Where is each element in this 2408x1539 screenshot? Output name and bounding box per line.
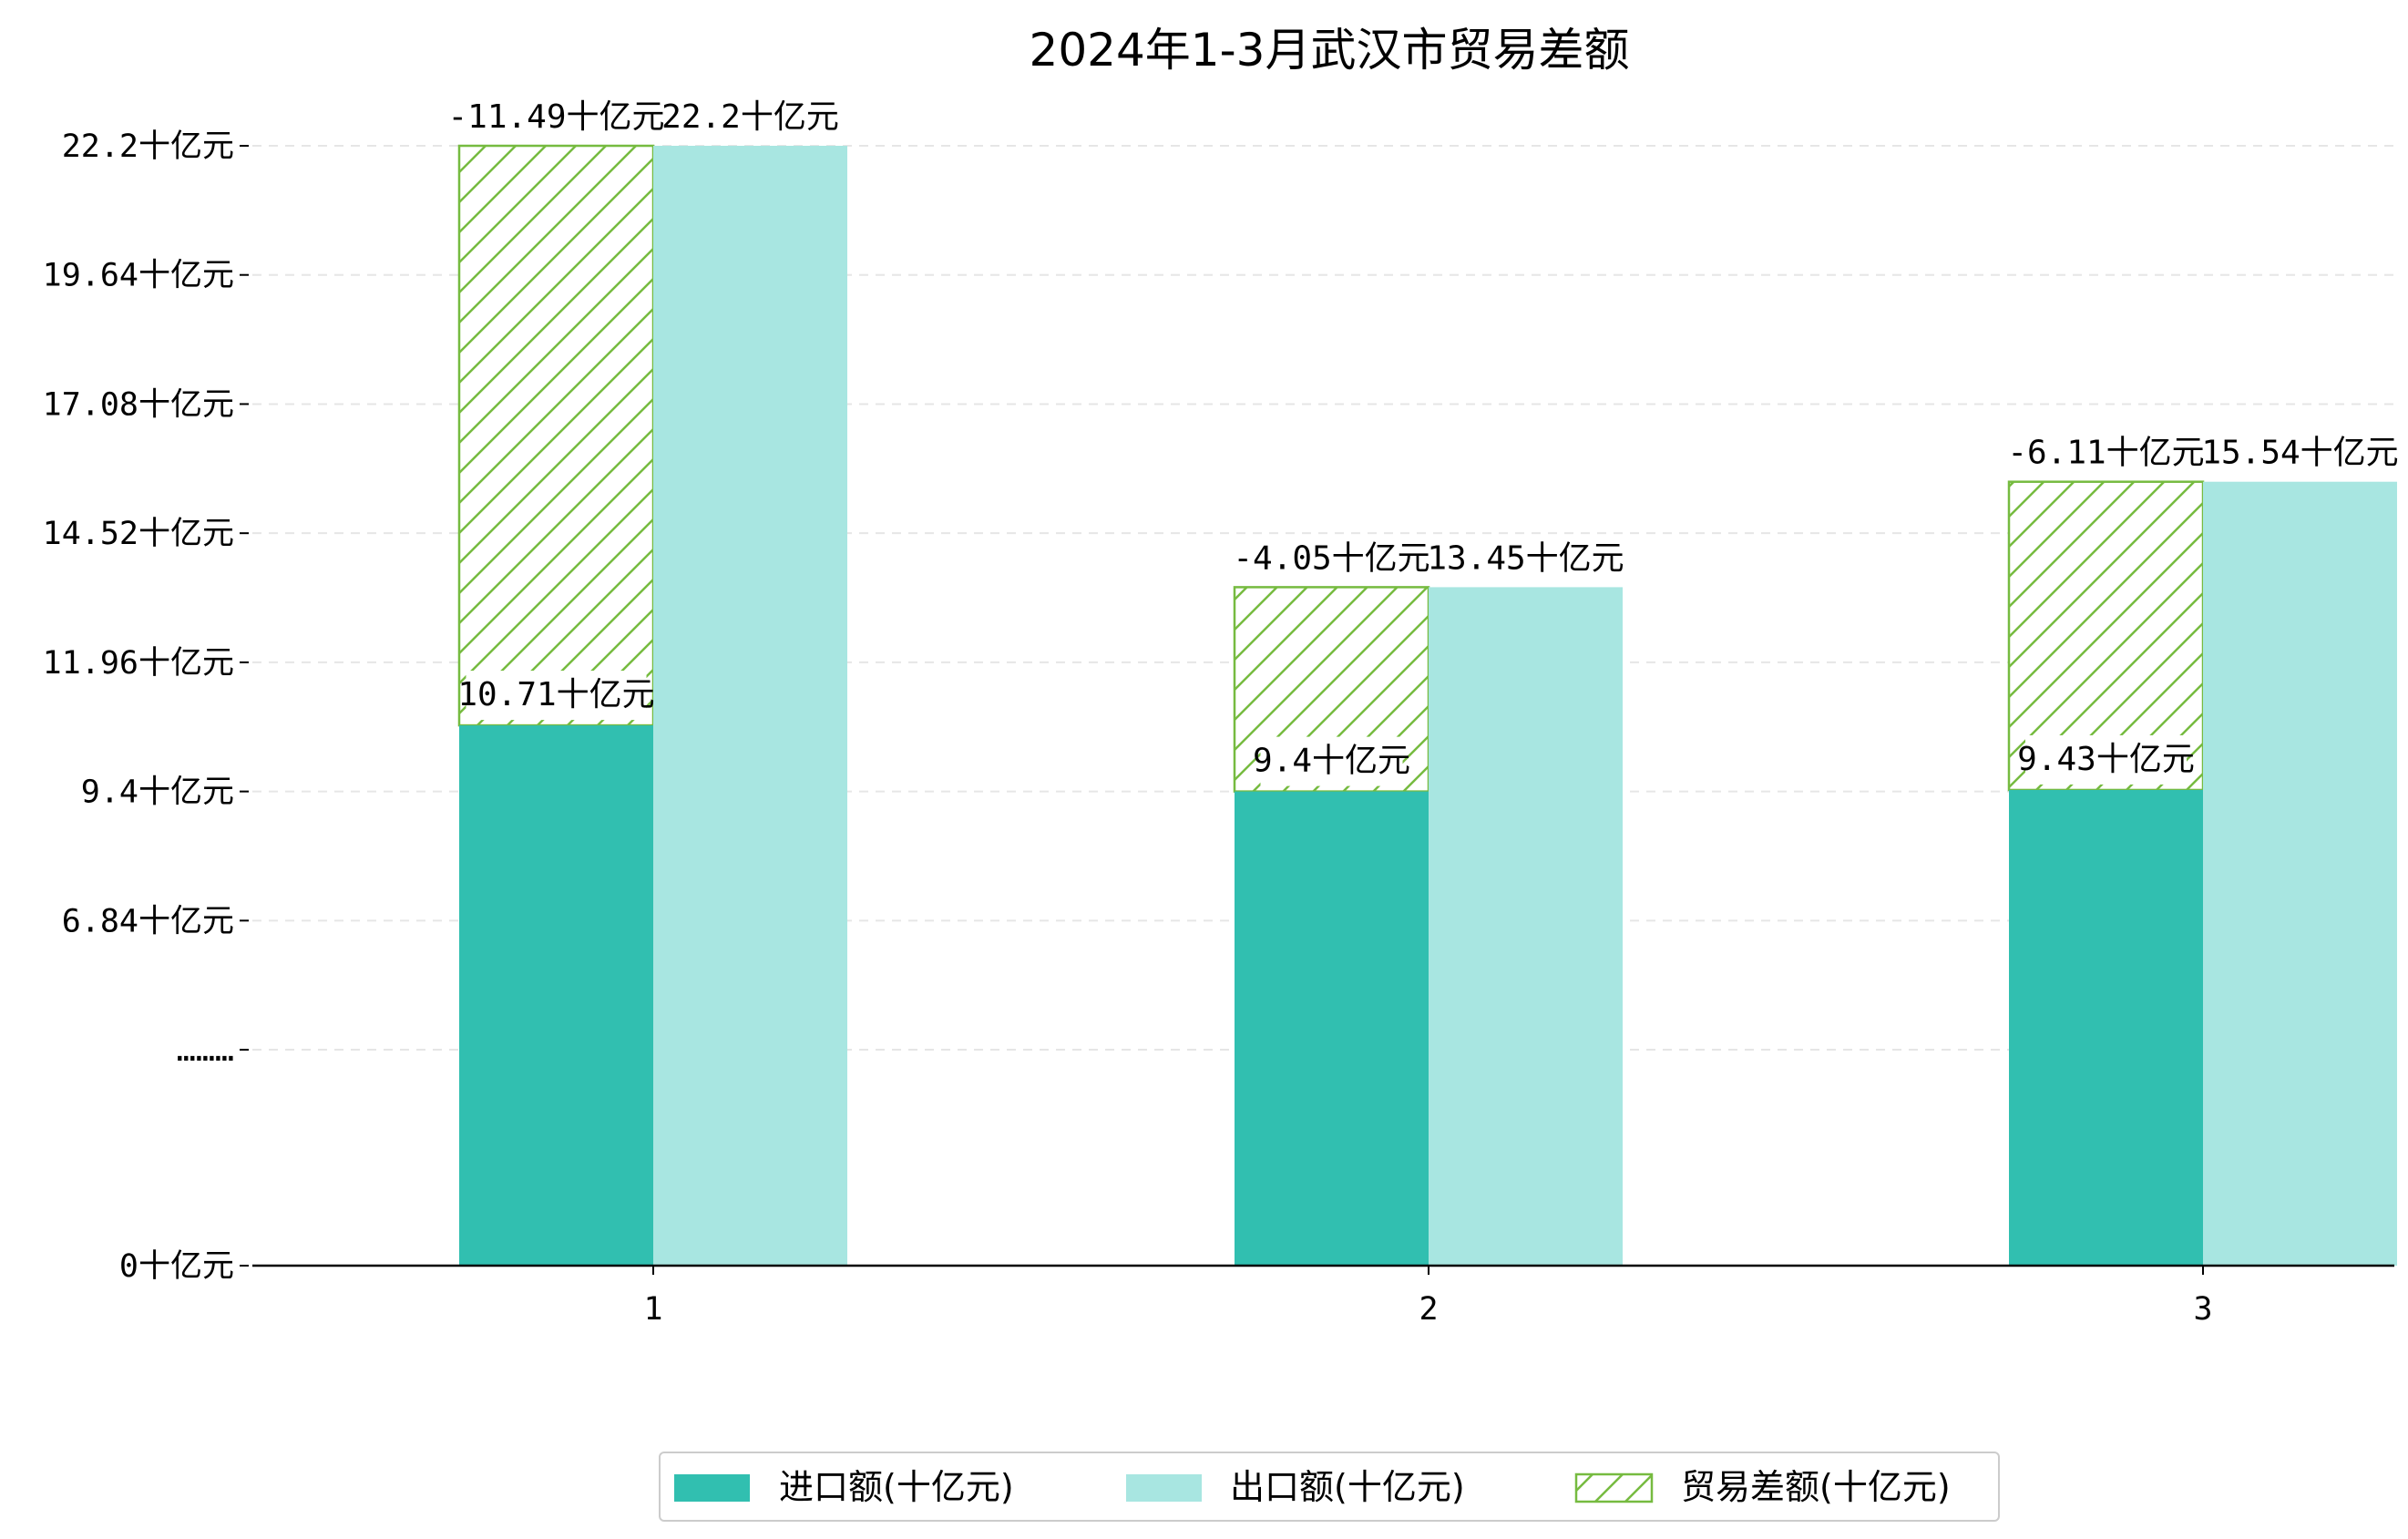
legend-label-import: 进口额(十亿元) xyxy=(779,1467,1014,1507)
data-label-bg xyxy=(2209,428,2391,478)
legend-label-balance: 贸易差额(十亿元) xyxy=(1681,1467,1951,1507)
data-label-bg xyxy=(456,93,656,142)
bar-balance xyxy=(457,144,655,727)
data-label-bg xyxy=(670,93,831,142)
legend-frame xyxy=(659,1452,2000,1522)
bar-export xyxy=(653,146,847,1266)
x-tick-label: 3 xyxy=(2193,1291,2212,1328)
data-label: 10.71十亿元 xyxy=(457,676,654,713)
y-tick-label: 11.96十亿元 xyxy=(43,645,234,682)
legend-swatch-balance xyxy=(1574,1472,1654,1503)
data-label: -6.11十亿元 xyxy=(2007,435,2204,472)
data-labels: 22.2十亿元-11.49十亿元 10.71十亿元 13.45十亿元-4.05十亿元… xyxy=(447,93,2399,786)
legend-swatch-export xyxy=(1126,1474,1202,1502)
y-tick-label: 14.52十亿元 xyxy=(43,516,234,552)
bar-import xyxy=(459,725,653,1266)
legend-label-export: 出口额(十亿元) xyxy=(1230,1467,1465,1507)
data-label-bg xyxy=(2025,734,2187,785)
data-label: -4.05十亿元 xyxy=(1233,539,1429,577)
y-tick-label: 17.08十亿元 xyxy=(43,386,234,423)
chart-title: 2024年1-3月武汉市贸易差额 xyxy=(1030,24,1630,77)
bar-export xyxy=(1429,587,1623,1266)
y-tick-label: ……… xyxy=(177,1032,234,1069)
y-tick-label: 6.84十亿元 xyxy=(62,903,234,939)
data-label: 9.43十亿元 xyxy=(2017,741,2195,778)
data-label: 22.2十亿元 xyxy=(661,98,839,136)
data-label: -11.49十亿元 xyxy=(447,98,664,136)
y-tick-label: 19.64十亿元 xyxy=(43,258,234,294)
legend: 进口额(十亿元) 出口额(十亿元) 贸易差额(十亿元) xyxy=(659,1452,2000,1522)
data-label-bg xyxy=(1241,534,1422,584)
y-tick-label: 0十亿元 xyxy=(119,1248,234,1285)
data-label: 15.54十亿元 xyxy=(2201,435,2398,472)
bar-import xyxy=(1235,791,1429,1266)
data-label-bg xyxy=(1435,534,1616,584)
data-label-bg xyxy=(2015,428,2197,478)
x-tick-label: 1 xyxy=(643,1291,662,1328)
data-label-bg xyxy=(1260,736,1403,786)
axes: 0十亿元 ……… 6.84十亿元 9.4十亿元 11.96十亿元 14.52十亿元 17.0… xyxy=(43,128,2394,1328)
bar-import xyxy=(2009,789,2203,1266)
data-label: 9.4十亿元 xyxy=(1253,743,1410,780)
bars-group xyxy=(457,144,2397,1266)
legend-swatch-import xyxy=(674,1474,750,1502)
data-label-bg xyxy=(466,671,647,721)
y-tick-label: 9.4十亿元 xyxy=(81,775,234,811)
bar-export xyxy=(2203,481,2397,1266)
data-label: 13.45十亿元 xyxy=(1427,539,1624,577)
x-tick-label: 2 xyxy=(1419,1291,1438,1328)
y-tick-label: 22.2十亿元 xyxy=(62,128,234,165)
